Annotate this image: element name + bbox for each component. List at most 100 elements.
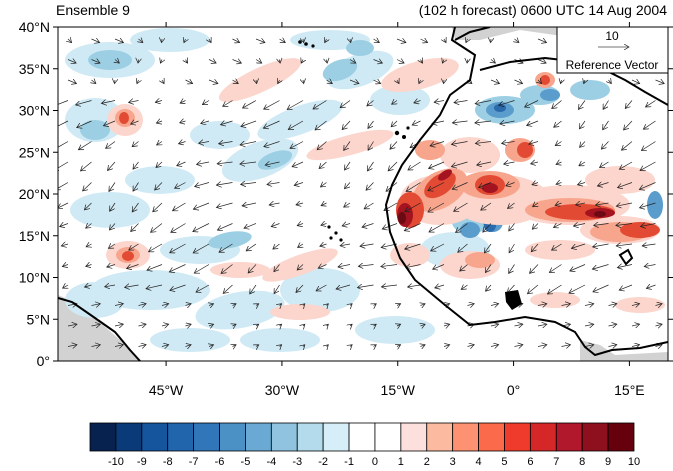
wind-vector	[357, 285, 374, 288]
island-madeira	[406, 126, 410, 130]
wind-vector	[608, 324, 617, 326]
wind-vector	[296, 203, 304, 205]
wind-vector	[317, 141, 327, 150]
wind-vector	[593, 244, 609, 247]
wind-vector	[561, 304, 571, 306]
wind-vector	[316, 284, 327, 291]
lat-label: 40°N	[19, 19, 50, 35]
wind-vector	[233, 345, 237, 347]
wind-vector	[171, 223, 186, 233]
wind-vector	[421, 60, 423, 64]
wind-vector	[344, 182, 351, 189]
wind-vector	[408, 161, 421, 170]
wind-vector	[433, 264, 445, 270]
shading-contour	[218, 58, 302, 102]
colorbar-swatch	[374, 422, 402, 452]
wind-vector	[458, 243, 468, 252]
wind-vector	[327, 324, 329, 326]
wind-vector	[58, 100, 69, 105]
wind-vector	[217, 223, 233, 231]
wind-vector	[641, 141, 656, 151]
wind-vector	[244, 223, 257, 229]
wind-vector	[180, 101, 185, 104]
colorbar-tick-label: -2	[318, 456, 328, 468]
wind-vector	[475, 121, 492, 123]
wind-vector	[342, 120, 351, 130]
wind-vector	[390, 141, 398, 150]
wind-vector	[271, 224, 280, 227]
wind-vector	[414, 101, 421, 103]
wind-vector	[397, 80, 399, 84]
wind-vector	[360, 244, 374, 246]
wind-vector	[151, 223, 163, 233]
wind-vector	[273, 244, 280, 249]
shading-contour	[398, 212, 406, 224]
lon-label: 0°	[507, 382, 520, 398]
wind-vector	[201, 121, 210, 123]
wind-vector	[537, 304, 547, 306]
coastline-south-america	[58, 297, 141, 361]
wind-vector	[185, 324, 192, 326]
colorbar-swatch	[167, 422, 195, 452]
wind-vector	[199, 142, 210, 144]
colorbar-tick-label: -4	[266, 456, 276, 468]
wind-vector	[77, 120, 92, 128]
colorbar-tick-label: 5	[501, 456, 507, 468]
wind-vector	[110, 202, 116, 211]
wind-vector	[655, 324, 663, 326]
wind-vector	[320, 183, 327, 187]
lon-label: 15°W	[381, 382, 416, 398]
shading-contour	[150, 328, 230, 352]
wind-vector	[173, 202, 186, 211]
wind-vector	[594, 224, 609, 226]
wind-vector	[319, 161, 327, 169]
wind-vector	[618, 182, 633, 188]
lat-label: 0°	[37, 353, 50, 369]
shading-contour	[482, 183, 498, 193]
wind-vector	[509, 264, 515, 274]
wind-vector	[552, 100, 562, 109]
wind-vector	[80, 161, 92, 171]
wind-vector	[83, 182, 92, 191]
colorbar-swatch	[245, 422, 272, 452]
wind-vector	[105, 285, 116, 287]
wind-vector	[326, 80, 333, 84]
wind-vector	[529, 142, 539, 145]
colorbar: -10 -9 -8 -7 -6 -5 -4 -3 -2 -1 0 1 2 3 4 5 6 7 8 9 10	[89, 422, 640, 468]
wind-vector	[185, 345, 192, 347]
wind-vector	[101, 101, 116, 104]
island-bioko	[505, 290, 522, 310]
wind-vector	[504, 162, 515, 164]
wind-vector	[209, 324, 214, 326]
island-azores-2	[304, 42, 308, 46]
colorbar-swatch	[426, 422, 454, 452]
shading-contour	[370, 85, 430, 115]
wind-vector	[108, 244, 116, 248]
colorbar-swatch	[193, 422, 220, 452]
plot-title-ensemble: Ensemble 9	[56, 2, 130, 18]
lon-label: 30°W	[265, 382, 300, 398]
wind-vector	[129, 101, 139, 103]
wind-vector	[125, 285, 139, 287]
wind-vector	[58, 202, 69, 208]
wind-vector	[296, 284, 304, 293]
colorbar-swatch	[89, 422, 117, 452]
wind-vector	[137, 80, 139, 84]
wind-vector	[454, 202, 468, 211]
wind-vector	[315, 120, 327, 130]
wind-vector	[640, 224, 656, 227]
wind-vector	[350, 304, 352, 306]
wind-vector	[584, 304, 594, 306]
wind-vector	[396, 60, 404, 64]
wind-vector	[421, 304, 426, 306]
wind-vector	[374, 304, 377, 306]
wind-vector	[569, 284, 586, 293]
wind-vector	[131, 121, 139, 124]
wind-vector	[194, 264, 210, 274]
wind-vector	[223, 284, 233, 293]
wind-vector	[179, 142, 186, 144]
colorbar-tick-label: 8	[579, 456, 585, 468]
wind-vector	[368, 120, 374, 128]
wind-vector	[313, 100, 327, 109]
